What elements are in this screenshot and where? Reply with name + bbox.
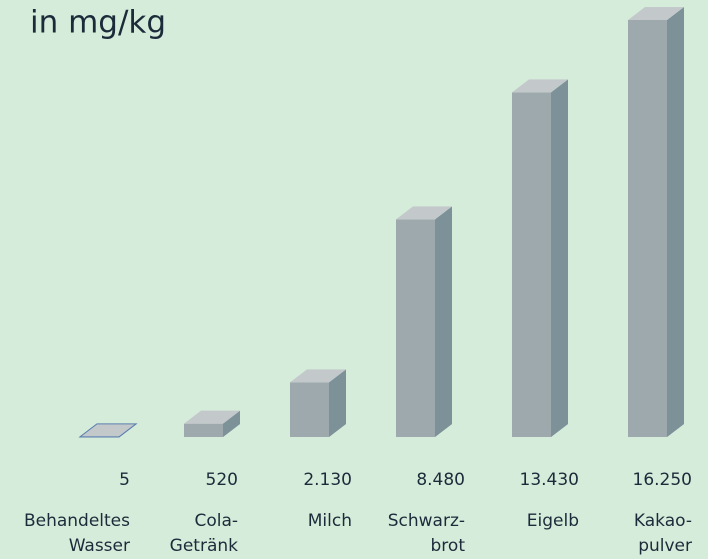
bar-top [396, 206, 452, 220]
x-tick-label: Schwarz- [388, 511, 465, 531]
x-tick-label: Behandeltes [24, 511, 130, 531]
value-label: 8.480 [416, 470, 465, 490]
bar-top [184, 410, 240, 424]
value-label: 13.430 [520, 470, 579, 490]
bar [512, 92, 551, 437]
bar [628, 20, 667, 437]
bar-side [551, 79, 568, 437]
value-label: 16.250 [633, 470, 692, 490]
value-label: 2.130 [303, 470, 352, 490]
x-tick-label: Wasser [69, 536, 130, 556]
value-label: 5 [119, 470, 130, 490]
x-tick-label: brot [431, 536, 466, 556]
bar [396, 219, 435, 437]
bar-top [78, 423, 138, 438]
bar [290, 382, 329, 437]
bar-side [435, 206, 452, 437]
bar-side [223, 410, 240, 437]
x-tick-label: Milch [308, 511, 352, 531]
x-tick-label: Cola- [194, 511, 238, 531]
bar-top [628, 7, 684, 20]
bar-top [290, 369, 346, 383]
x-tick-label: Getränk [170, 536, 238, 556]
x-tick-label: pulver [638, 536, 692, 556]
bar-top [512, 79, 568, 93]
value-label: 520 [206, 470, 238, 490]
x-tick-label: Kakao- [634, 511, 692, 531]
bar-side [667, 7, 684, 437]
chart-title: in mg/kg [30, 5, 166, 41]
bar [184, 423, 223, 437]
x-tick-label: Eigelb [527, 511, 579, 531]
bar-side [329, 369, 346, 437]
